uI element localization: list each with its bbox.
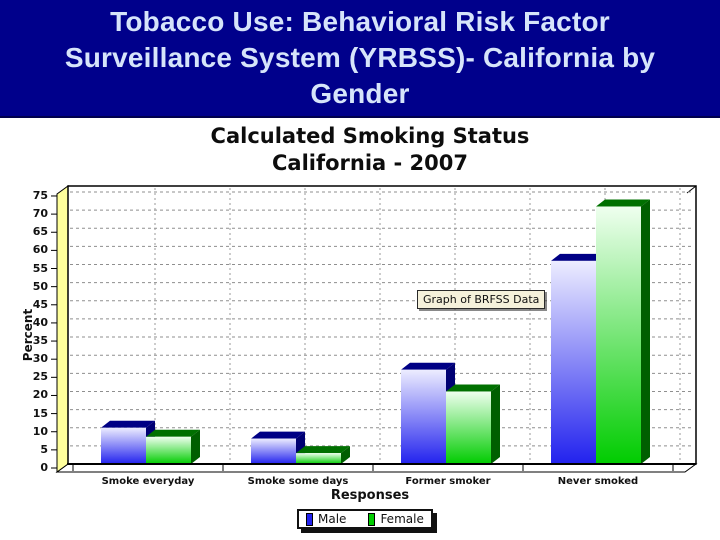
bar-side-female-3 (641, 199, 650, 464)
y-tick-label: 40 (32, 315, 48, 329)
x-axis-title: Responses (330, 488, 410, 503)
slide-title-line-3: Gender (310, 78, 410, 109)
bar-top-male-3 (551, 253, 605, 261)
legend-label-male: Male (318, 512, 347, 526)
x-category-label: Smoke everyday (101, 476, 195, 487)
x-category-label: Never smoked (557, 476, 639, 487)
bar-side-female-0 (191, 429, 200, 464)
y-tick-label: 0 (40, 461, 48, 474)
bar-male-2 (401, 369, 446, 464)
annotation-box: Graph of BRFSS Data (417, 290, 546, 309)
bar-top-male-1 (251, 431, 305, 439)
y-tick-label: 45 (32, 297, 48, 311)
y-tick-label: 10 (32, 424, 48, 438)
bar-top-female-0 (146, 429, 200, 437)
legend-swatch-female (368, 512, 376, 526)
bar-female-3 (596, 206, 641, 464)
legend-item-male: Male (306, 512, 346, 526)
y-tick-label: 70 (32, 207, 48, 221)
bar-male-1 (251, 438, 296, 464)
slide-title-line-2: Surveillance System (YRBSS)- California … (64, 42, 656, 73)
chart-subtitle: California - 2007 (271, 151, 468, 175)
legend: Male Female (297, 509, 433, 529)
y-tick-label: 75 (32, 188, 48, 202)
slide-title-line-1: Tobacco Use: Behavioral Risk Factor (110, 6, 610, 37)
y-tick-label: 55 (32, 261, 48, 275)
y-tick-label: 60 (32, 243, 48, 257)
bar-side-female-1 (341, 446, 350, 464)
bar-side-female-2 (491, 384, 500, 464)
legend-item-female: Female (368, 512, 424, 526)
y-tick-label: 50 (32, 279, 48, 293)
y-tick-label: 25 (32, 370, 48, 384)
y-tick-label: 65 (32, 225, 48, 239)
bar-top-male-2 (401, 362, 455, 370)
legend-swatch-male (306, 512, 313, 526)
y-tick-label: 15 (32, 406, 48, 420)
y-tick-label: 30 (32, 352, 48, 366)
x-category-label: Former smoker (405, 476, 491, 487)
bar-female-0 (146, 436, 191, 464)
plot-floor (55, 463, 698, 473)
bar-male-3 (551, 260, 596, 464)
bar-top-female-1 (296, 446, 350, 454)
bar-top-female-3 (596, 199, 650, 207)
plot-left-wall (56, 185, 69, 473)
bar-top-female-2 (446, 384, 500, 392)
chart-title: Calculated Smoking Status (210, 124, 530, 148)
legend-label-female: Female (380, 512, 424, 526)
bar-female-2 (446, 391, 491, 464)
bar-top-male-0 (101, 420, 155, 428)
x-category-label: Smoke some days (247, 476, 349, 487)
bar-male-0 (101, 427, 146, 464)
y-tick-label: 35 (32, 334, 48, 348)
slide-title-band: Tobacco Use: Behavioral Risk Factor Surv… (0, 0, 720, 118)
y-tick-label: 20 (32, 388, 48, 402)
y-tick-label: 5 (40, 442, 48, 456)
bar-female-1 (296, 453, 341, 464)
